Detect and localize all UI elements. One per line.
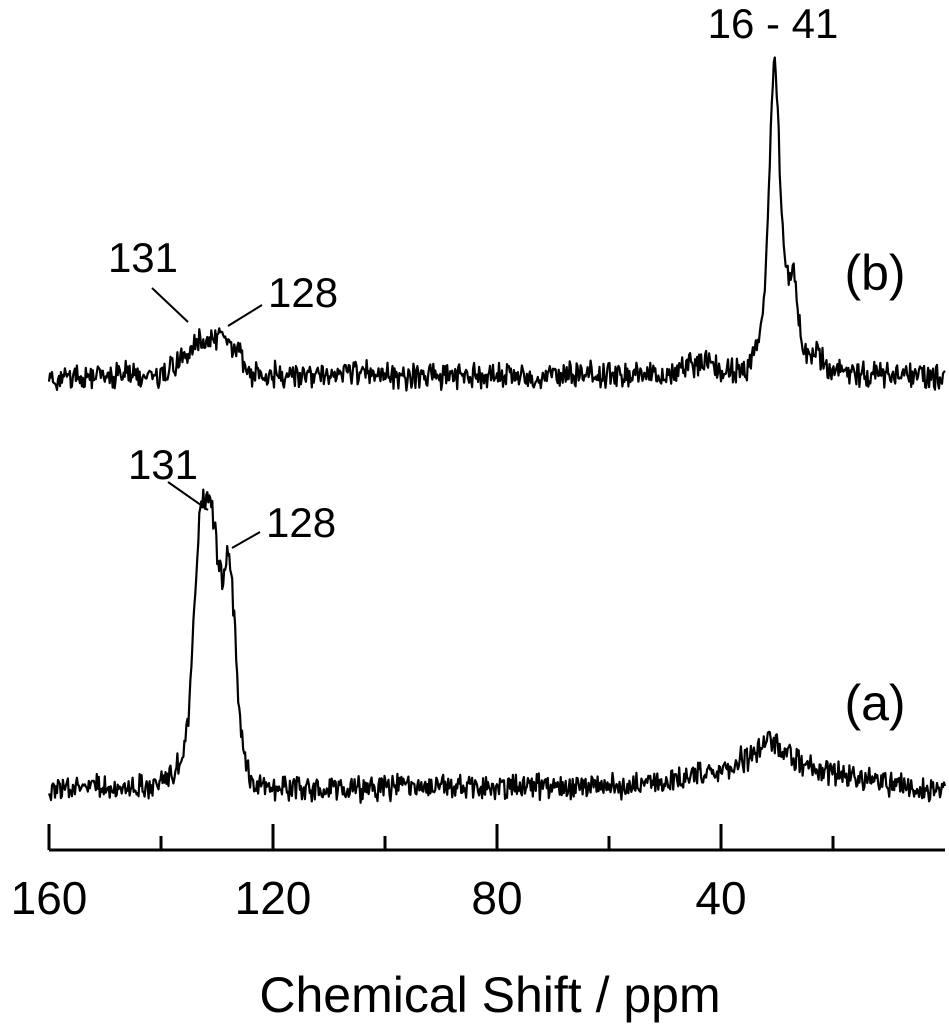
peak-label: 131 (108, 234, 178, 281)
x-tick-label: 40 (695, 872, 746, 924)
x-axis-title: Chemical Shift / ppm (259, 967, 720, 1023)
peak-leader-line (227, 304, 263, 327)
peak-label: 16 - 41 (708, 0, 839, 47)
x-tick-label: 160 (11, 872, 88, 924)
series-label: (a) (844, 675, 905, 731)
series-label: (b) (844, 245, 905, 301)
peak-label: 131 (128, 441, 198, 488)
spectrum-trace-a (47, 488, 947, 804)
peak-leader-line (167, 481, 209, 511)
x-tick-label: 120 (235, 872, 312, 924)
spectrum-trace-b (47, 56, 946, 392)
peak-label: 128 (268, 269, 338, 316)
peak-label: 128 (266, 499, 336, 546)
x-axis: 160 120 80 40 (11, 824, 945, 924)
peak-annotations: (b) (a) 131 128 16 - 41 131 128 (108, 0, 906, 731)
x-tick-label: 80 (471, 872, 522, 924)
peak-leader-line (151, 287, 189, 323)
peak-leader-line (231, 531, 261, 549)
spectrum-traces (47, 56, 947, 804)
